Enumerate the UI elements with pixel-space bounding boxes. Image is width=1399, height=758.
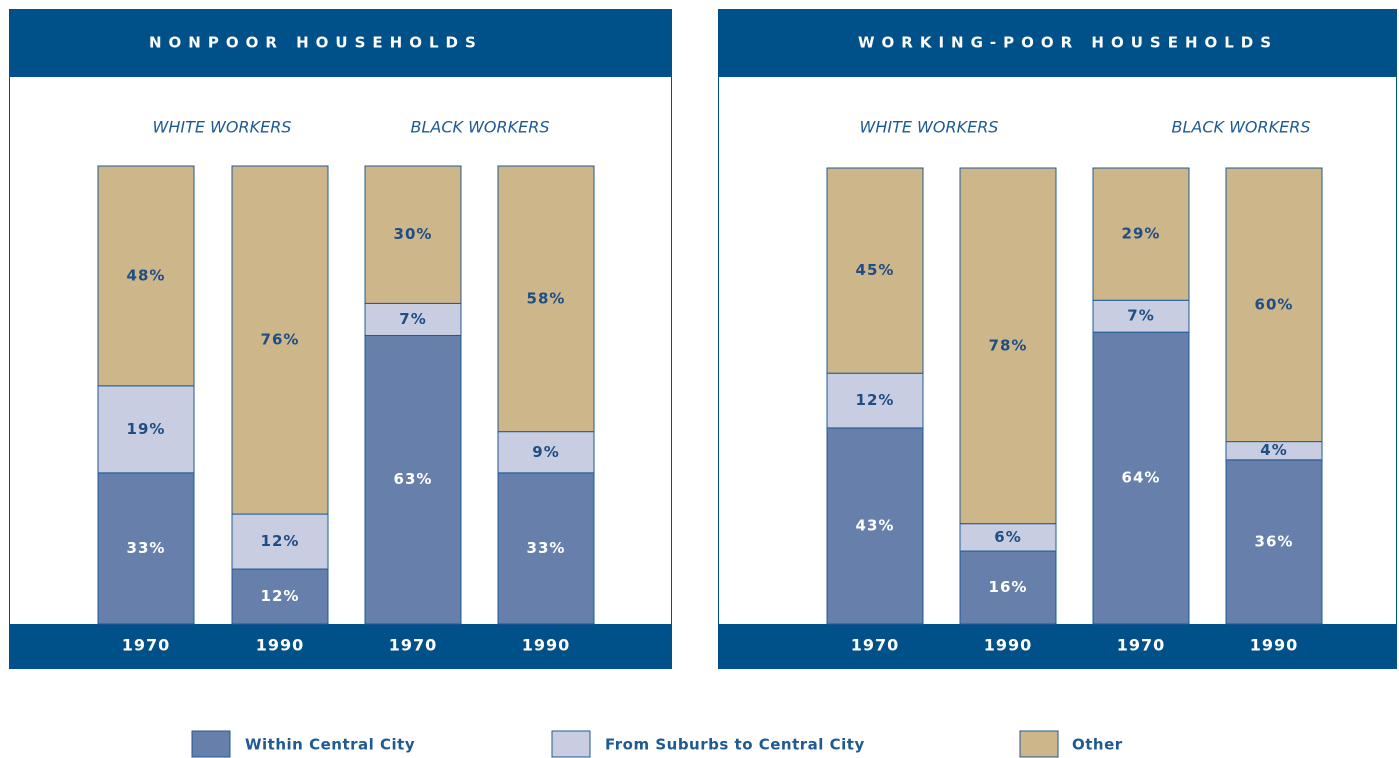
base-band	[9, 624, 672, 668]
value-label: 60%	[1255, 295, 1294, 313]
group-label: BLACK WORKERS	[411, 118, 550, 137]
panel-title: WORKING-POOR HOUSEHOLDS	[858, 34, 1278, 52]
group-label: WHITE WORKERS	[860, 118, 999, 137]
bar-segment	[97, 165, 195, 387]
value-label: 63%	[394, 470, 433, 488]
bar-segment	[959, 550, 1057, 625]
panel-header	[718, 9, 1397, 77]
value-label: 12%	[856, 391, 895, 409]
legend-swatch	[551, 730, 591, 758]
value-label: 48%	[127, 266, 166, 284]
value-label: 58%	[527, 289, 566, 307]
panel-title: NONPOOR HOUSEHOLDS	[149, 34, 483, 52]
value-label: 19%	[127, 420, 166, 438]
value-label: 64%	[1122, 469, 1161, 487]
x-tick-label: 1970	[1117, 636, 1166, 655]
value-label: 30%	[394, 225, 433, 243]
base-band	[718, 624, 1397, 668]
value-label: 16%	[989, 578, 1028, 596]
legend-label: Other	[1072, 736, 1123, 754]
bar-segment	[364, 334, 462, 625]
x-tick-label: 1990	[984, 636, 1033, 655]
x-tick-label: 1990	[1250, 636, 1299, 655]
value-label: 33%	[127, 539, 166, 557]
value-label: 4%	[1260, 441, 1287, 459]
group-label: WHITE WORKERS	[153, 118, 292, 137]
bar-segment	[364, 302, 462, 336]
value-label: 76%	[261, 331, 300, 349]
bar-segment	[1092, 331, 1190, 625]
panel-header	[9, 9, 672, 77]
value-label: 78%	[989, 336, 1028, 354]
legend-label: From Suburbs to Central City	[605, 736, 865, 754]
bar-segment	[497, 431, 595, 474]
group-label: BLACK WORKERS	[1172, 118, 1311, 137]
value-label: 12%	[261, 587, 300, 605]
value-label: 36%	[1255, 532, 1294, 550]
value-label: 29%	[1122, 225, 1161, 243]
bar-segment	[497, 472, 595, 625]
bar-segment	[959, 523, 1057, 552]
legend-label: Within Central City	[245, 736, 415, 754]
value-label: 12%	[261, 532, 300, 550]
bar-segment	[826, 427, 924, 625]
value-label: 43%	[856, 516, 895, 534]
bar-segment	[364, 165, 462, 304]
bar-segment	[826, 167, 924, 374]
value-label: 7%	[1127, 307, 1154, 325]
bar-segment	[1225, 459, 1323, 625]
legend-swatch	[191, 730, 231, 758]
value-label: 9%	[532, 443, 559, 461]
bar-segment	[959, 167, 1057, 525]
x-tick-label: 1990	[256, 636, 305, 655]
x-tick-label: 1970	[122, 636, 171, 655]
value-label: 7%	[399, 310, 426, 328]
bar-segment	[231, 568, 329, 625]
bar-segment	[97, 385, 195, 474]
value-label: 6%	[994, 528, 1021, 546]
x-tick-label: 1990	[522, 636, 571, 655]
bar-segment	[1092, 167, 1190, 301]
x-tick-label: 1970	[851, 636, 900, 655]
bar-segment	[826, 372, 924, 429]
bar-segment	[1092, 299, 1190, 333]
value-label: 33%	[527, 539, 566, 557]
bar-segment	[231, 513, 329, 570]
x-tick-label: 1970	[389, 636, 438, 655]
value-label: 45%	[856, 261, 895, 279]
bar-segment	[231, 165, 329, 515]
bar-segment	[497, 165, 595, 433]
bar-segment	[1225, 167, 1323, 443]
legend-swatch	[1019, 730, 1059, 758]
